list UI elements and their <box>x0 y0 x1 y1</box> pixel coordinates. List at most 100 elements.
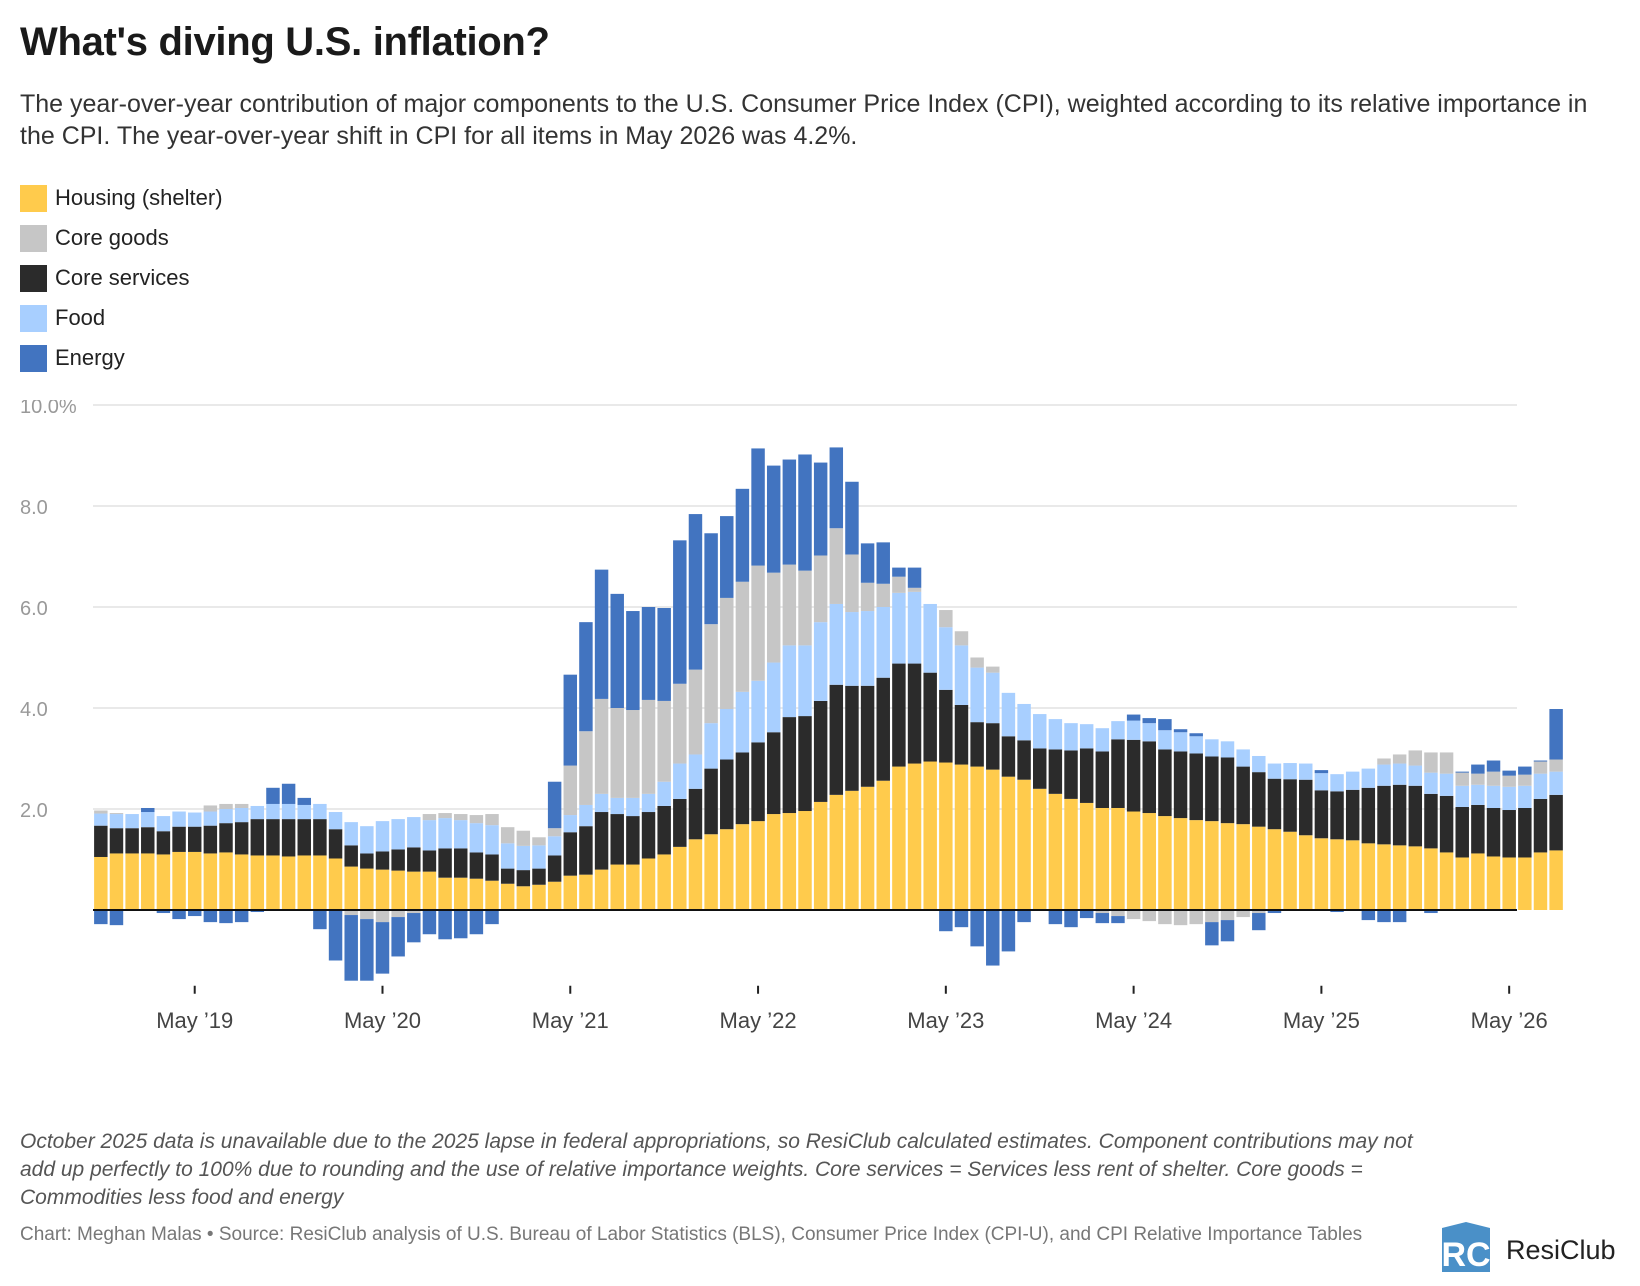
bar-segment <box>860 543 875 583</box>
bar-segment <box>720 709 734 760</box>
bar-segment <box>1314 790 1329 839</box>
bar-segment <box>391 917 405 957</box>
bar-segment <box>876 583 890 607</box>
bar-segment <box>547 828 562 837</box>
bar-segment <box>907 763 922 910</box>
bar-segment <box>1424 910 1438 914</box>
bar-segment <box>939 689 953 763</box>
bar-segment <box>673 540 687 684</box>
bar-segment <box>641 812 656 859</box>
bar-segment <box>1314 838 1329 910</box>
bar-segment <box>1142 741 1156 814</box>
bar-segment <box>1048 719 1063 750</box>
bar-segment <box>1267 763 1282 779</box>
bar-segment <box>986 910 1000 966</box>
bar-segment <box>422 871 437 910</box>
bar-segment <box>250 805 265 820</box>
bar-segment <box>704 624 718 724</box>
bar-segment <box>125 828 139 854</box>
bar-segment <box>266 855 280 910</box>
bar-segment <box>876 677 890 781</box>
bar-segment <box>344 915 358 981</box>
bar-segment <box>1220 910 1235 921</box>
bar-segment <box>391 849 405 871</box>
legend-item-core-services: Core services <box>20 258 223 298</box>
bar-segment <box>422 820 437 851</box>
bar-segment <box>1220 920 1235 942</box>
bar-segment <box>563 765 578 816</box>
bar-segment <box>939 762 953 910</box>
bar-segment <box>673 683 687 764</box>
bar-segment <box>829 447 844 529</box>
bar-segment <box>360 868 374 910</box>
bar-segment <box>1048 910 1063 925</box>
bar-segment <box>500 827 515 844</box>
bar-segment <box>1095 751 1110 808</box>
bar-segment <box>1173 818 1188 910</box>
bar-segment <box>1314 770 1329 774</box>
bar-segment <box>109 910 124 926</box>
bar-segment <box>1392 754 1407 764</box>
bar-segment <box>532 884 546 910</box>
bar-segment <box>1502 770 1516 776</box>
bar-segment <box>1502 857 1516 910</box>
bar-segment <box>641 607 656 700</box>
bar-segment <box>1267 910 1282 914</box>
bar-segment <box>688 669 703 755</box>
bar-segment <box>1439 852 1454 910</box>
bar-segment <box>1205 756 1219 822</box>
bar-segment <box>688 754 703 789</box>
bar-segment <box>1392 845 1407 910</box>
bar-segment <box>688 514 703 670</box>
bar-segment <box>1549 709 1563 760</box>
bar-segment <box>735 581 750 692</box>
bar-segment <box>469 878 484 910</box>
bar-segment <box>1064 798 1078 910</box>
bar-segment <box>438 877 452 910</box>
bar-segment <box>297 855 311 910</box>
bar-segment <box>954 764 969 910</box>
bar-segment <box>469 823 484 853</box>
logo-text: ResiClub <box>1506 1234 1616 1265</box>
bar-segment <box>766 732 781 815</box>
bar-segment <box>1502 775 1516 787</box>
legend-label: Core goods <box>55 225 169 250</box>
bar-segment <box>109 814 124 829</box>
bar-segment <box>1079 724 1094 749</box>
bar-segment <box>328 829 343 859</box>
bar-segment <box>203 805 218 812</box>
bar-segment <box>1064 910 1078 928</box>
bar-segment <box>782 645 797 718</box>
bar-segment <box>813 700 828 802</box>
bar-segment <box>766 662 781 733</box>
bar-segment <box>986 769 1000 910</box>
bar-segment <box>1205 821 1219 910</box>
bar-segment <box>876 780 890 910</box>
bar-segment <box>1439 773 1454 796</box>
bar-segment <box>469 815 484 824</box>
bar-segment <box>532 837 546 846</box>
bar-segment <box>1252 772 1266 827</box>
bar-segment <box>1048 793 1063 910</box>
bar-segment <box>344 910 358 916</box>
bar-segment <box>313 855 327 910</box>
bar-segment <box>986 666 1000 673</box>
bar-segment <box>1283 831 1297 911</box>
bar-segment <box>234 910 249 923</box>
bar-segment <box>547 836 562 856</box>
bar-segment <box>156 854 171 910</box>
bar-segment <box>234 803 249 808</box>
chart-subtitle: The year-over-year contribution of major… <box>20 90 1588 150</box>
bar-segment <box>610 864 624 910</box>
bar-segment <box>1189 733 1203 737</box>
bar-segment <box>751 565 765 681</box>
bar-segment <box>1017 703 1031 741</box>
bar-segment <box>579 804 593 827</box>
bar-segment <box>1345 789 1360 841</box>
bar-segment <box>94 910 108 925</box>
bar-segment <box>1095 913 1110 924</box>
bar-segment <box>454 848 468 878</box>
bar-segment <box>1236 910 1250 918</box>
bar-segment <box>1377 758 1391 765</box>
bar-segment <box>720 597 734 710</box>
